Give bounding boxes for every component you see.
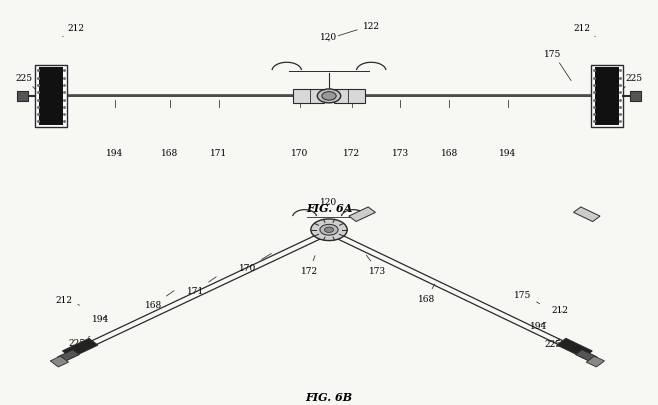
- Bar: [595, 68, 619, 125]
- Bar: [334, 90, 365, 104]
- Text: 194: 194: [530, 321, 547, 330]
- Text: 212: 212: [55, 295, 80, 305]
- Text: 171: 171: [210, 149, 227, 158]
- Text: 173: 173: [392, 149, 409, 158]
- Text: FIG. 6B: FIG. 6B: [305, 391, 353, 402]
- Text: 172: 172: [301, 256, 318, 275]
- Text: 173: 173: [367, 256, 386, 275]
- Bar: [293, 90, 324, 104]
- Text: 175: 175: [514, 290, 540, 304]
- Bar: [36, 66, 66, 128]
- Bar: [63, 339, 98, 358]
- Bar: [575, 350, 597, 362]
- Text: 168: 168: [441, 149, 458, 158]
- Text: 168: 168: [418, 284, 435, 303]
- Text: 172: 172: [343, 149, 361, 158]
- Circle shape: [324, 228, 334, 233]
- Bar: [39, 68, 63, 125]
- Text: 225: 225: [68, 337, 90, 347]
- Text: 225: 225: [545, 339, 562, 348]
- Text: 168: 168: [145, 291, 174, 309]
- Bar: [50, 356, 68, 367]
- Text: 170: 170: [239, 254, 271, 273]
- Text: 171: 171: [187, 277, 216, 296]
- Bar: [557, 339, 592, 358]
- Bar: [592, 66, 622, 128]
- Circle shape: [322, 92, 336, 101]
- Bar: [16, 92, 28, 101]
- Text: 194: 194: [106, 149, 123, 158]
- Text: 225: 225: [618, 74, 643, 95]
- Bar: [586, 356, 605, 367]
- Bar: [58, 350, 80, 362]
- Text: 175: 175: [544, 50, 571, 81]
- Bar: [574, 207, 600, 222]
- Text: 212: 212: [551, 305, 568, 314]
- Circle shape: [311, 220, 347, 241]
- Text: 225: 225: [15, 74, 40, 95]
- Text: FIG. 6A: FIG. 6A: [306, 202, 352, 213]
- Bar: [349, 207, 376, 222]
- Circle shape: [317, 90, 341, 104]
- Text: 120: 120: [320, 197, 338, 206]
- Text: 212: 212: [63, 24, 84, 37]
- Text: 120: 120: [320, 33, 338, 42]
- Text: 170: 170: [291, 149, 309, 158]
- Text: 168: 168: [161, 149, 178, 158]
- Text: 212: 212: [574, 24, 595, 37]
- Bar: [630, 92, 642, 101]
- Circle shape: [320, 225, 338, 236]
- Text: 194: 194: [499, 149, 517, 158]
- Text: 194: 194: [91, 315, 109, 324]
- Text: 122: 122: [338, 22, 380, 36]
